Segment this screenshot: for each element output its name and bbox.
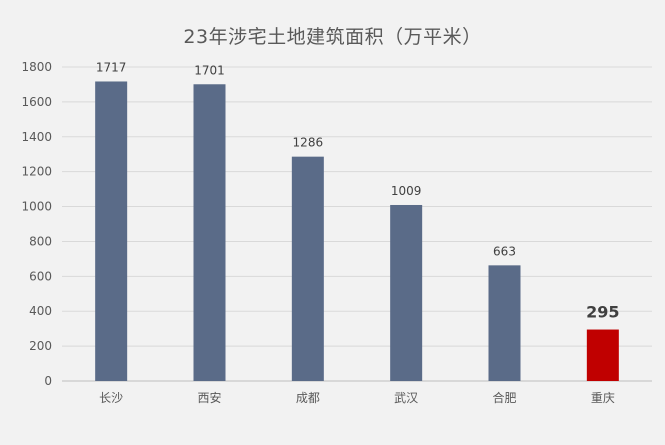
data-label-1: 1717 (96, 60, 127, 74)
y-tick-label: 600 (29, 269, 52, 283)
y-tick-label: 0 (44, 374, 52, 388)
bar-4 (390, 204, 423, 381)
data-labels: 1717 1701 1286 1009 663 295 (96, 60, 620, 321)
bar-5 (488, 265, 521, 381)
chart-title: 23年涉宅土地建筑面积（万平米） (183, 26, 482, 48)
x-category-label-4: 武汉 (394, 391, 418, 405)
x-category-label-3: 成都 (296, 391, 320, 405)
data-label-2: 1701 (194, 63, 225, 77)
data-label-5: 663 (493, 244, 516, 258)
bar-3 (291, 156, 324, 381)
data-label-3: 1286 (293, 136, 324, 150)
bars (95, 81, 619, 382)
data-label-4: 1009 (391, 184, 422, 198)
y-tick-label: 800 (29, 234, 52, 248)
y-tick-label: 1000 (21, 200, 52, 214)
y-tick-label: 200 (29, 339, 52, 353)
y-tick-label: 1800 (21, 60, 52, 74)
bar-2 (193, 84, 226, 382)
bar-6 (586, 329, 619, 381)
x-axis-categories: 长沙 西安 成都 武汉 合肥 重庆 (99, 390, 615, 405)
x-category-label-1: 长沙 (99, 391, 123, 405)
x-category-label-5: 合肥 (492, 390, 516, 405)
y-tick-label: 1200 (21, 165, 52, 179)
x-category-label-6: 重庆 (591, 391, 615, 405)
bar-1 (95, 81, 128, 382)
y-tick-label: 1600 (21, 95, 52, 109)
y-tick-label: 1400 (21, 130, 52, 144)
y-tick-label: 400 (29, 304, 52, 318)
y-axis-ticks: 0 200 400 600 800 1000 1200 1400 1600 1800 (21, 60, 52, 388)
x-category-label-2: 西安 (197, 390, 221, 405)
gridlines (62, 66, 652, 382)
data-label-6: 295 (586, 303, 619, 322)
